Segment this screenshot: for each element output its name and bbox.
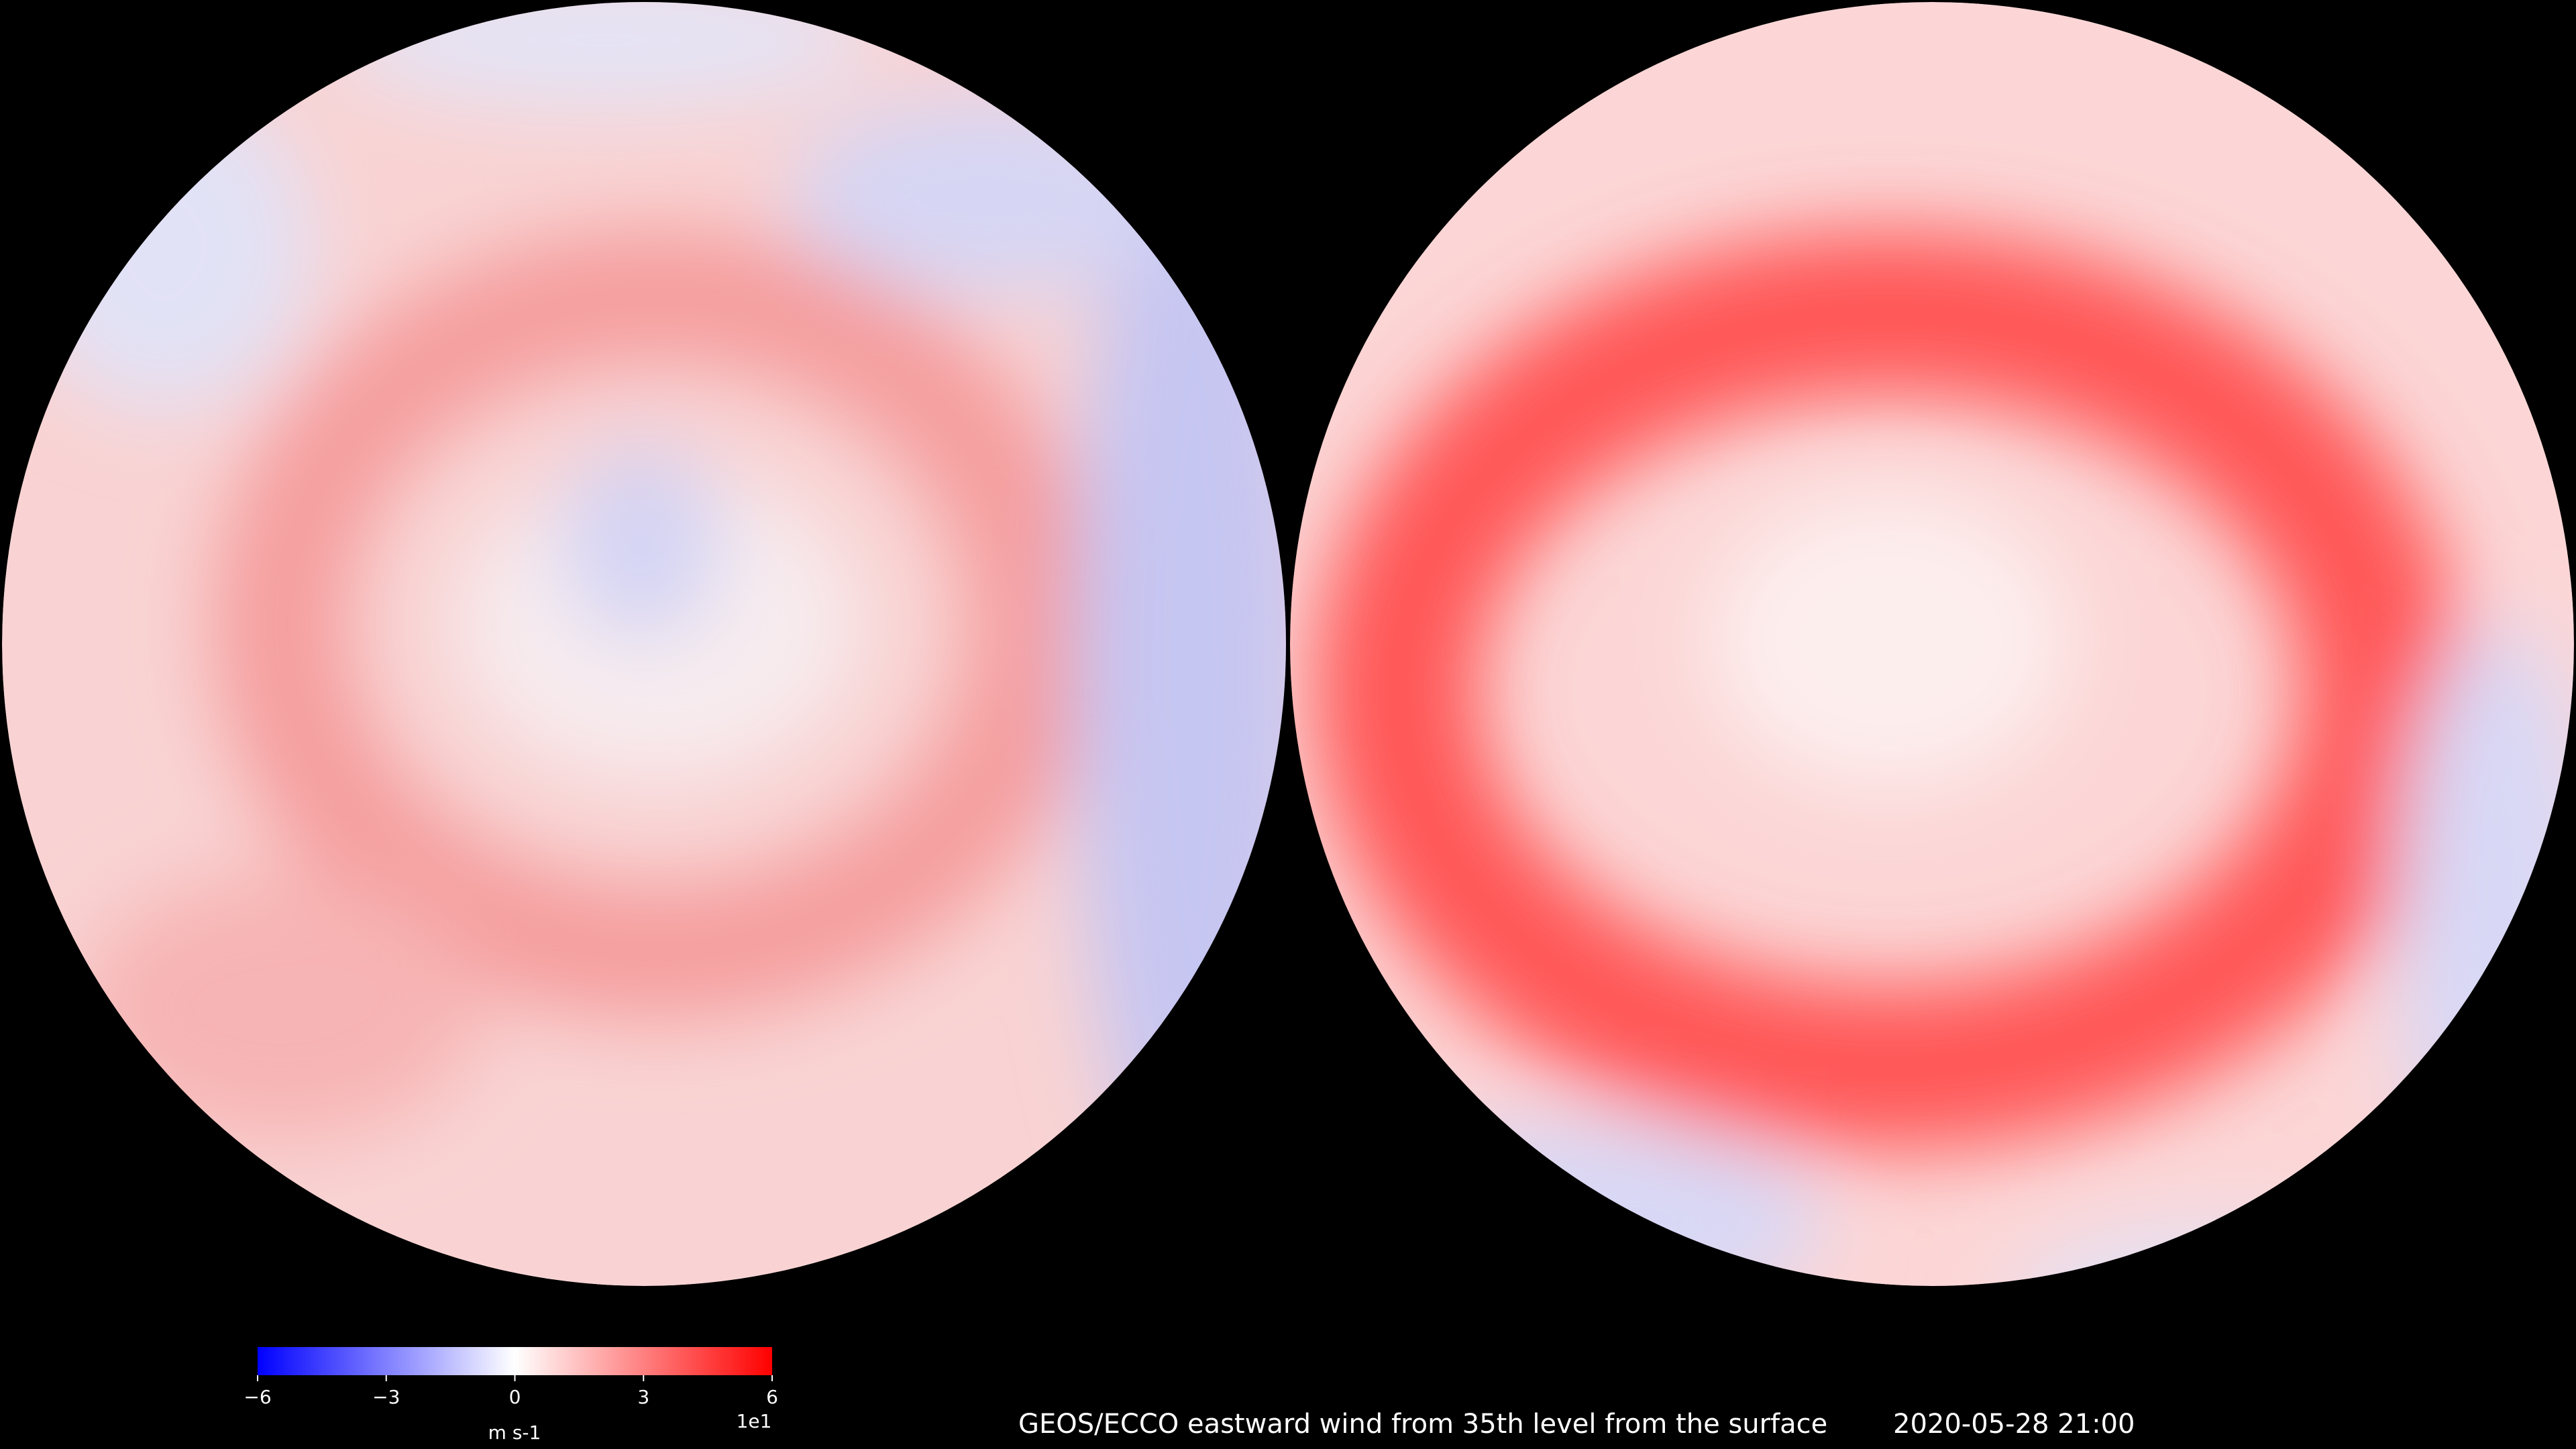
colorbar	[258, 1347, 772, 1375]
colorbar-tick-label: 3	[637, 1386, 649, 1408]
colorbar-tick-label: 0	[509, 1386, 521, 1408]
colorbar-tick-label: −3	[372, 1386, 400, 1408]
colorbar-label: m s-1	[488, 1421, 541, 1444]
timestamp: 2020-05-28 21:00	[1893, 1409, 2135, 1440]
colorbar-tick-label: −6	[244, 1386, 271, 1408]
colorbar-scale-label: 1e1	[737, 1410, 772, 1432]
title: GEOS/ECCO eastward wind from 35th level …	[1018, 1409, 1827, 1440]
colorbar-tick-label: 6	[766, 1386, 778, 1408]
